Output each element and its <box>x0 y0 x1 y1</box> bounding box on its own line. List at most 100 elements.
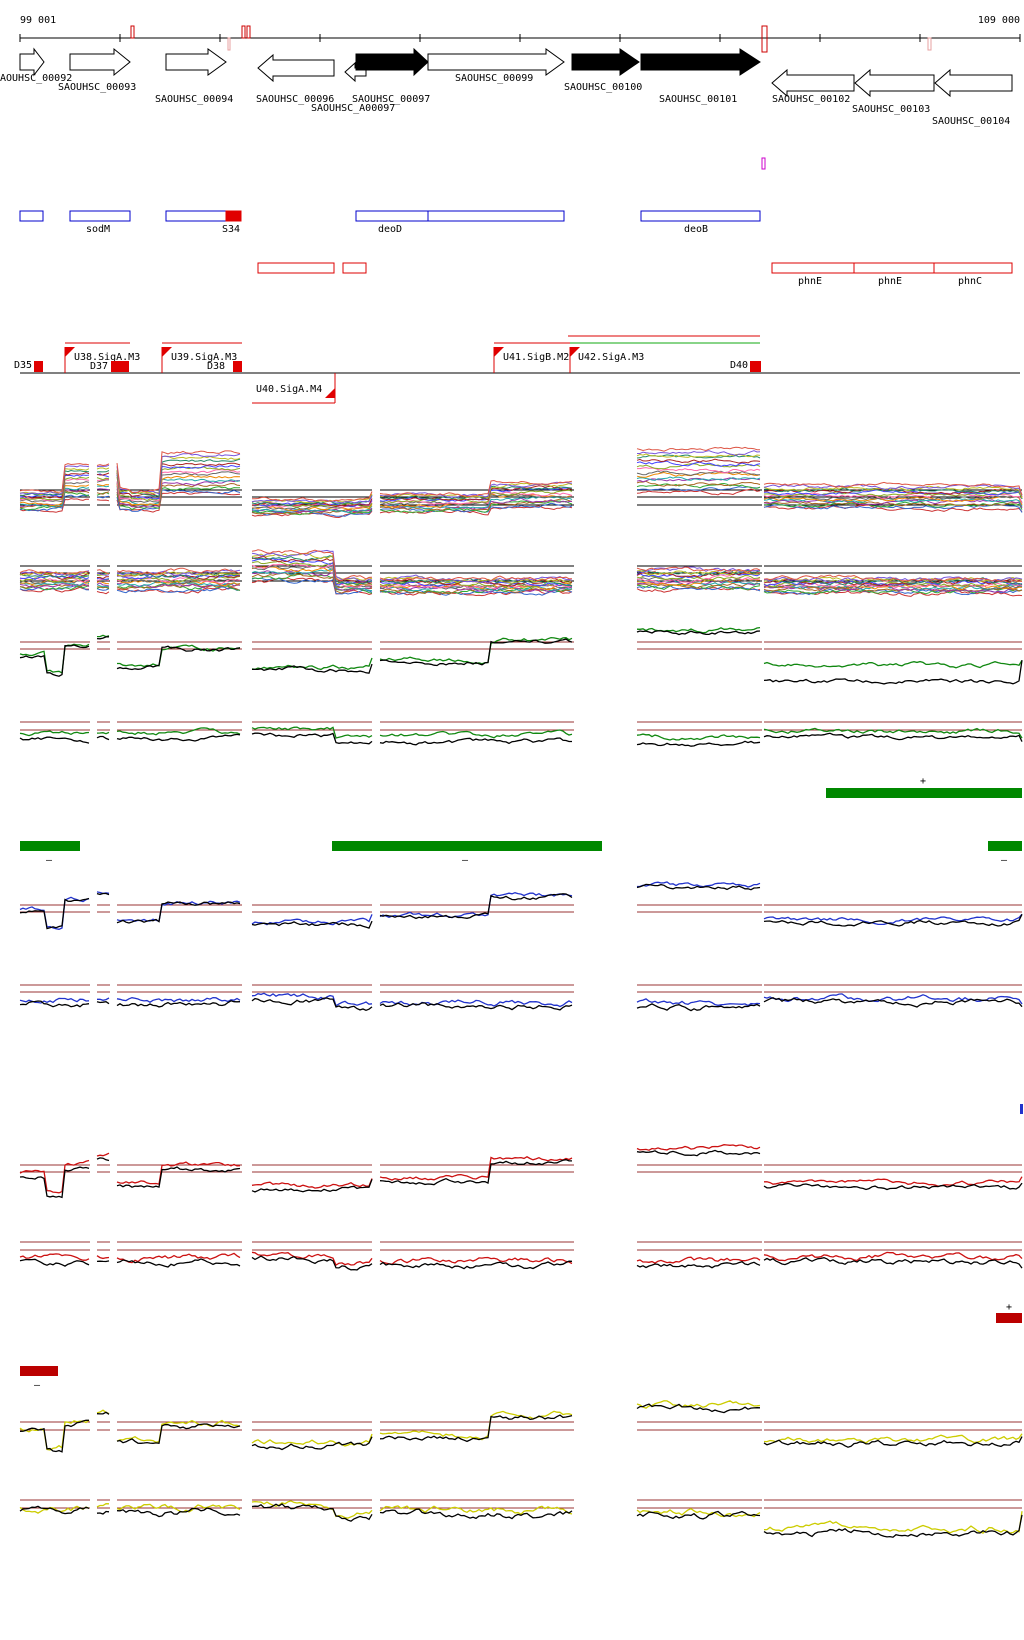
blue-feature-box[interactable] <box>69 210 131 222</box>
trace-line <box>251 577 373 596</box>
gene-label-00094: SAOUHSC_00094 <box>155 94 233 105</box>
trace-line <box>96 576 110 580</box>
trace-line <box>96 1001 110 1005</box>
gene-arrow-00104[interactable] <box>934 68 1013 98</box>
red-feature-box[interactable] <box>771 262 855 274</box>
blue-feature-track: sodM S34 deoD deoB <box>19 210 761 235</box>
trace-line <box>636 998 761 1007</box>
gene-label-A00097: SAOUHSC_A00097 <box>311 103 395 114</box>
trace-line <box>251 1500 373 1519</box>
trace-line <box>96 464 110 468</box>
red-feature-label: phnE <box>878 276 902 287</box>
promoter-flag[interactable] <box>162 347 172 357</box>
blue-feature-label: deoB <box>684 224 708 235</box>
promoter-flag[interactable] <box>570 347 580 357</box>
trace-line <box>763 483 1023 496</box>
trace-line <box>636 1256 761 1264</box>
gene-arrow-00099[interactable] <box>427 48 565 76</box>
trace-line <box>379 578 573 587</box>
trace-line <box>636 582 761 589</box>
trace-line <box>96 584 110 588</box>
gene-arrow-00100[interactable] <box>571 48 640 76</box>
trace-line <box>379 638 573 667</box>
trace-line <box>636 569 761 576</box>
trace-line <box>251 555 373 584</box>
promoter-flag[interactable] <box>494 347 504 357</box>
red-feature-box[interactable] <box>257 262 335 274</box>
ruler-end-label: 109 000 <box>978 15 1020 26</box>
trace-line <box>379 1414 573 1443</box>
trace-line <box>96 491 110 495</box>
green-bar[interactable] <box>20 841 80 851</box>
blue-bar[interactable] <box>1020 1104 1023 1114</box>
gene-arrow-00093[interactable] <box>69 47 131 77</box>
darkred-bar[interactable] <box>20 1366 58 1376</box>
gene-arrow-00102[interactable] <box>771 68 855 98</box>
gene-arrow-00103[interactable] <box>854 68 935 98</box>
promoter-flag[interactable] <box>65 347 75 357</box>
trace-line <box>96 735 110 741</box>
blue-feature-box[interactable] <box>640 210 761 222</box>
red-feature-fill[interactable] <box>225 210 242 222</box>
trace-line <box>379 729 573 739</box>
blue-feature-box[interactable] <box>19 210 44 222</box>
trace-line <box>19 465 90 495</box>
green-bar[interactable] <box>332 841 602 851</box>
gene-label-00099: SAOUHSC_00099 <box>455 73 533 84</box>
gene-arrow-00092[interactable] <box>19 47 45 77</box>
trace-line <box>116 570 241 577</box>
trace-line <box>636 574 761 584</box>
trace-line <box>763 492 1023 504</box>
promoter-label-U40: U40.SigA.M4 <box>256 384 322 395</box>
trace-line <box>116 578 241 585</box>
trace-line <box>116 1000 241 1008</box>
promoter-flag[interactable] <box>325 388 335 398</box>
gene-arrow-00096[interactable] <box>257 53 335 83</box>
trace-line <box>379 1256 573 1265</box>
red-feature-box[interactable] <box>933 262 1013 274</box>
terminator-mark[interactable] <box>750 361 761 372</box>
trace-line <box>251 549 373 582</box>
gene-arrow-00094[interactable] <box>165 48 227 76</box>
trace-line <box>19 1159 90 1194</box>
trace-line <box>96 484 110 487</box>
blue-feature-box[interactable] <box>165 210 227 222</box>
trace-line <box>763 914 1023 927</box>
red-feature-box[interactable] <box>853 262 935 274</box>
red-feature-box[interactable] <box>342 262 367 274</box>
green-bar[interactable] <box>826 788 1022 798</box>
terminator-mark[interactable] <box>111 361 129 372</box>
trace-line <box>96 467 110 470</box>
trace-line <box>636 630 761 636</box>
trace-line <box>251 570 373 591</box>
trace-line <box>636 476 761 481</box>
blue-feature-label: S34 <box>222 224 240 235</box>
gene-label-00100: SAOUHSC_00100 <box>564 82 642 93</box>
trace-line <box>763 1511 1023 1534</box>
trace-line <box>636 571 761 579</box>
red-feature-label: phnC <box>958 276 982 287</box>
trace-line <box>19 569 90 575</box>
trace-line <box>379 500 573 513</box>
trace-line <box>763 576 1023 584</box>
terminator-mark[interactable] <box>34 361 43 372</box>
trace-line <box>116 1252 241 1264</box>
trace-line <box>252 501 373 509</box>
trace-line <box>116 645 241 671</box>
terminator-mark[interactable] <box>233 361 242 372</box>
green-bar[interactable] <box>988 841 1022 851</box>
blue-feature-box[interactable] <box>427 210 565 222</box>
trace-line <box>636 571 760 578</box>
blue-feature-box[interactable] <box>355 210 429 222</box>
gene-arrow-00097[interactable] <box>355 47 429 77</box>
promoter-label-U41: U41.SigB.M2 <box>503 352 569 363</box>
trace-line <box>636 1260 761 1269</box>
trace-line <box>96 1503 110 1508</box>
trace-line <box>96 636 110 640</box>
trace-line <box>379 485 573 501</box>
promoter-label-D37: D37 <box>90 361 108 372</box>
trace-line <box>19 579 90 584</box>
gene-arrow-00101[interactable] <box>640 48 761 76</box>
darkred-bar[interactable] <box>996 1313 1022 1323</box>
